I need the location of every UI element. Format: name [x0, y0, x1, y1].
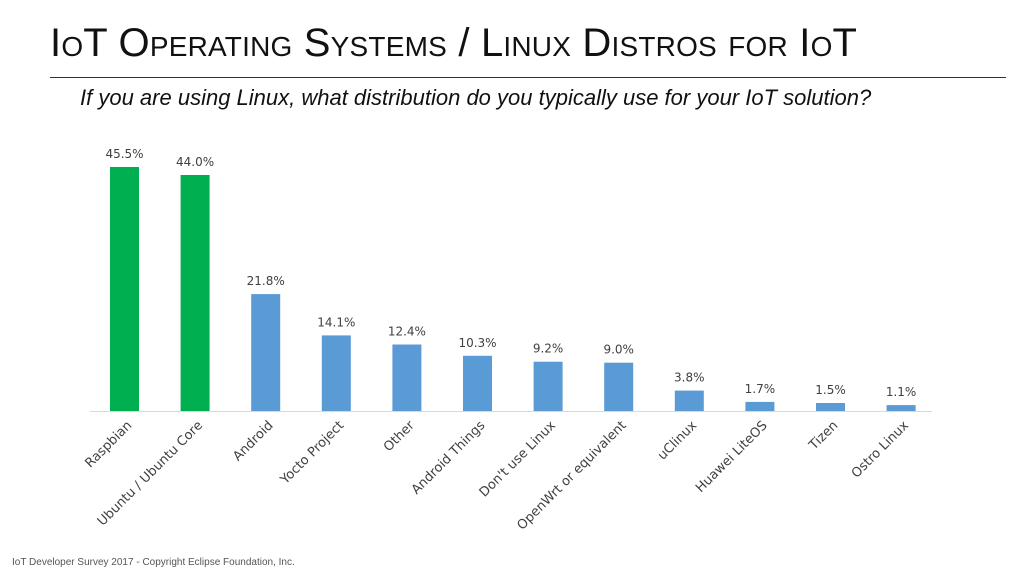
bar-3 — [321, 335, 351, 411]
bar-5 — [463, 355, 492, 411]
value-label-6: 9.2% — [533, 342, 564, 356]
value-label-8: 3.8% — [674, 371, 705, 385]
category-label-2: Android — [230, 418, 276, 464]
category-label-8: uClinux — [655, 418, 700, 463]
chart-question: If you are using Linux, what distributio… — [80, 85, 872, 110]
bar-1 — [180, 175, 210, 411]
bar-4 — [392, 344, 422, 411]
bar-8 — [674, 390, 704, 411]
bar-7 — [604, 362, 634, 411]
bar-10 — [816, 403, 845, 411]
category-label-5: Android Things — [409, 418, 489, 498]
category-label-4: Other — [381, 418, 418, 455]
bar-9 — [745, 401, 775, 411]
bars-layer — [110, 167, 916, 411]
category-label-6: Don't use Linux — [477, 418, 559, 500]
category-label-10: Tizen — [806, 418, 842, 454]
value-label-5: 10.3% — [458, 336, 496, 350]
category-label-3: Yocto Project — [277, 418, 347, 488]
value-label-9: 1.7% — [745, 382, 776, 396]
bar-2 — [251, 294, 281, 411]
value-label-1: 44.0% — [176, 155, 214, 169]
value-label-11: 1.1% — [886, 385, 917, 399]
value-label-7: 9.0% — [603, 343, 634, 357]
bar-0 — [110, 167, 139, 411]
slide-title: IoT Operating Systems / Linux Distros fo… — [50, 21, 858, 65]
value-label-2: 21.8% — [247, 274, 285, 288]
category-label-0: Raspbian — [82, 418, 135, 471]
value-label-4: 12.4% — [388, 325, 426, 339]
bar-6 — [533, 361, 563, 411]
bar-11 — [886, 405, 916, 411]
value-labels-layer: 45.5% 44.0% 21.8% 14.1% 12.4% 10.3% 9.2% 9.0% 3.… — [105, 147, 916, 399]
category-label-9: Huawei LiteOS — [693, 418, 771, 496]
copyright-footer: IoT Developer Survey 2017 - Copyright Ec… — [12, 557, 295, 568]
value-label-3: 14.1% — [317, 315, 355, 329]
title-divider — [50, 77, 1006, 78]
category-label-11: Ostro Linux — [849, 418, 912, 481]
value-label-0: 45.5% — [105, 147, 143, 161]
value-label-10: 1.5% — [815, 383, 846, 397]
